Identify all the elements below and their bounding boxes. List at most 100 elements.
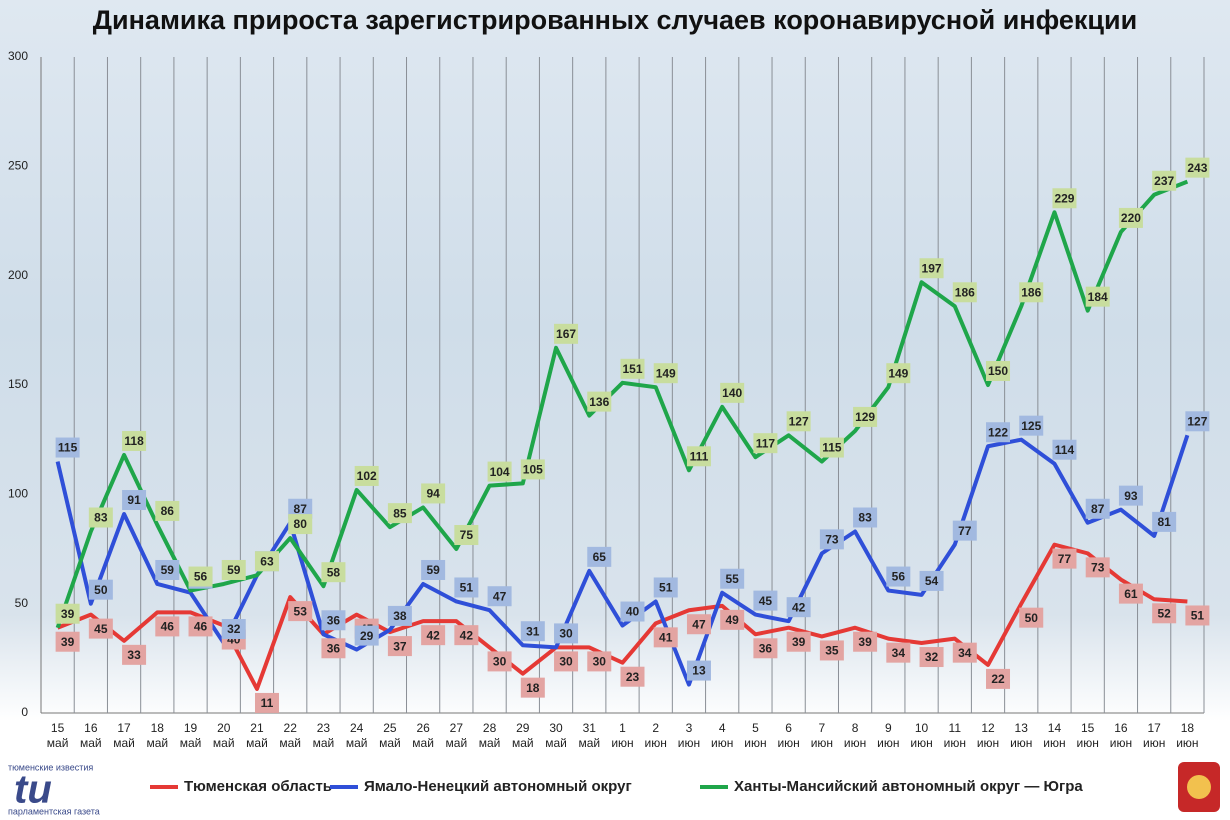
data-label-box [986, 422, 1011, 443]
data-label-box [254, 551, 279, 572]
x-tick-label: 22 май [279, 721, 302, 750]
data-label: 167 [556, 327, 576, 341]
data-label-box [1185, 157, 1210, 178]
data-label-box [853, 507, 878, 528]
data-label-group: 186 [1019, 282, 1044, 303]
legend-label: Ямало-Ненецкий автономный округ [364, 778, 632, 795]
data-label-group: 73 [1085, 557, 1110, 578]
data-label: 31 [526, 624, 540, 638]
y-tick-label: 0 [21, 705, 28, 719]
data-label: 117 [756, 436, 776, 450]
data-label-group: 117 [753, 433, 778, 454]
data-label: 36 [327, 641, 341, 655]
data-label-box [1019, 282, 1044, 303]
data-label-group: 80 [288, 514, 313, 535]
data-label: 220 [1121, 211, 1141, 225]
data-label: 37 [393, 639, 407, 653]
data-label: 73 [825, 533, 839, 547]
x-tick-label: 1 июн [611, 721, 634, 750]
data-label: 86 [161, 504, 175, 518]
data-label-group: 50 [1019, 607, 1044, 628]
data-label-box [421, 625, 446, 646]
data-label-group: 77 [1052, 548, 1077, 569]
data-label: 30 [559, 655, 573, 669]
data-label-group: 87 [1085, 498, 1110, 519]
data-label-box [1185, 605, 1210, 626]
data-label: 23 [626, 670, 640, 684]
data-label-group: 54 [919, 570, 944, 591]
data-label: 39 [61, 635, 75, 649]
data-label: 77 [958, 524, 972, 538]
x-tick-label: 20 май [212, 721, 235, 750]
data-label-box [986, 361, 1011, 381]
data-label: 11 [261, 696, 274, 710]
data-label-group: 115 [819, 437, 844, 458]
data-label-box [288, 601, 313, 622]
x-tick-label: 17 май [113, 721, 135, 750]
data-label: 42 [460, 628, 474, 642]
data-label: 127 [789, 414, 809, 428]
data-label-box [919, 258, 944, 279]
data-label: 53 [294, 604, 308, 618]
data-label-box [55, 603, 80, 624]
data-label-group: 49 [720, 609, 745, 630]
data-label-group: 51 [1185, 605, 1210, 626]
data-label-group: 45 [753, 590, 778, 611]
data-label-box [919, 647, 944, 668]
data-label-box [454, 577, 479, 598]
data-label-group: 56 [188, 566, 213, 587]
data-label-group: 47 [487, 586, 512, 607]
data-label-box [786, 631, 811, 652]
data-label-box [454, 525, 479, 545]
series-line [55, 179, 1189, 629]
data-label-box [653, 363, 678, 384]
data-label-box [88, 579, 113, 600]
data-label: 39 [858, 635, 872, 649]
x-tick-label: 8 июн [843, 721, 867, 750]
data-label: 115 [58, 441, 78, 455]
data-label-box [1152, 511, 1177, 532]
data-label-group: 32 [221, 619, 246, 640]
data-label-group: 115 [55, 437, 80, 458]
data-label-box [520, 677, 545, 698]
data-label: 186 [1021, 285, 1041, 299]
data-label-group: 220 [1118, 207, 1143, 228]
x-tick-label: 13 июн [1010, 721, 1033, 750]
data-label-group: 36 [321, 610, 346, 631]
data-label-group: 125 [1019, 415, 1044, 436]
x-tick-label: 27 май [445, 721, 468, 750]
data-label-box [221, 559, 246, 580]
data-label-group: 53 [288, 601, 313, 622]
x-tick-label: 17 июн [1142, 721, 1166, 750]
data-label-box [321, 610, 346, 631]
data-label-group: 11 [254, 692, 279, 713]
data-label: 80 [294, 517, 308, 531]
data-label: 47 [493, 589, 507, 603]
data-label-group: 81 [1152, 511, 1177, 532]
data-label: 197 [922, 261, 942, 275]
data-label: 151 [622, 362, 642, 376]
data-label-box [55, 631, 80, 652]
y-tick-label: 300 [8, 49, 28, 63]
data-label: 46 [194, 620, 208, 634]
data-label-group: 52 [1152, 603, 1177, 624]
data-label: 35 [825, 644, 839, 658]
data-label: 87 [294, 502, 308, 516]
data-label-box [587, 546, 612, 567]
data-label-group: 33 [122, 644, 147, 665]
logo-top: тюменские известия [8, 762, 93, 772]
data-label-group: 186 [952, 282, 977, 303]
data-label-group: 42 [454, 625, 479, 646]
data-label-box [786, 597, 811, 618]
logo-mark: tu [14, 768, 52, 812]
data-label-box [487, 586, 512, 607]
series-line [55, 434, 1190, 687]
data-label-group: 30 [487, 651, 512, 672]
data-label-group: 122 [986, 422, 1011, 443]
data-label: 50 [1025, 611, 1039, 625]
y-tick-label: 250 [8, 159, 28, 173]
data-label-group: 58 [321, 562, 346, 583]
data-label-group: 40 [620, 601, 645, 622]
data-label-group: 149 [886, 363, 911, 384]
data-label-box [986, 668, 1011, 689]
